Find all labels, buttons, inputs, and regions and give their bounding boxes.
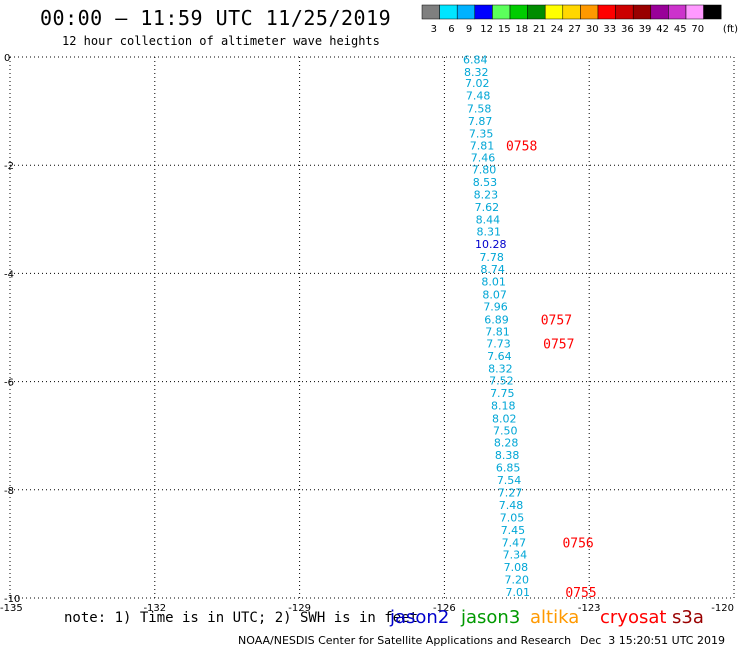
satellite-cryosat-label: cryosat bbox=[600, 607, 667, 628]
legend-swatch bbox=[703, 4, 722, 20]
wave-height-value: 7.27 bbox=[498, 487, 523, 500]
legend-unit: (ft) bbox=[723, 24, 738, 35]
legend-label: 30 bbox=[586, 24, 599, 35]
wave-height-value: 7.46 bbox=[471, 152, 496, 165]
wave-height-value: 7.34 bbox=[503, 549, 528, 562]
satellite-altika-label: altika bbox=[530, 607, 580, 628]
legend-label: 42 bbox=[656, 24, 669, 35]
wave-height-value: 7.47 bbox=[502, 536, 527, 549]
wave-height-value: 7.02 bbox=[465, 77, 490, 90]
wave-height-value: 8.74 bbox=[480, 263, 505, 276]
legend-label: 36 bbox=[621, 24, 634, 35]
legend-label: 39 bbox=[639, 24, 652, 35]
wave-height-value: 7.58 bbox=[467, 102, 492, 115]
wave-height-value: 10.28 bbox=[475, 238, 507, 251]
wave-height-value: 8.44 bbox=[476, 213, 501, 226]
note-text: note: 1) Time is in UTC; 2) SWH is in fe… bbox=[64, 610, 419, 626]
chart-title: 00:00 – 11:59 UTC 11/25/2019 bbox=[40, 6, 392, 30]
legend-label: 9 bbox=[466, 24, 472, 35]
wave-height-value: 8.07 bbox=[482, 288, 507, 301]
legend-label: 45 bbox=[674, 24, 687, 35]
wave-height-value: 8.02 bbox=[492, 412, 517, 425]
x-tick-label: -120 bbox=[711, 603, 734, 614]
y-tick-label: 0 bbox=[4, 53, 10, 64]
x-tick-label: -126 bbox=[433, 603, 456, 614]
wave-height-value: 6.89 bbox=[484, 313, 509, 326]
satellite-s3a-label: s3a bbox=[672, 607, 704, 628]
pass-time-label: 0758 bbox=[506, 140, 537, 155]
wave-height-value: 7.96 bbox=[483, 300, 508, 313]
wave-height-value: 7.48 bbox=[499, 499, 524, 512]
wave-height-value: 7.52 bbox=[489, 375, 514, 388]
wave-height-value: 6.84 bbox=[463, 54, 488, 67]
wave-height-value: 8.28 bbox=[494, 437, 519, 450]
legend-label: 15 bbox=[498, 24, 511, 35]
wave-height-value: 7.81 bbox=[470, 140, 495, 153]
legend-label: 6 bbox=[448, 24, 454, 35]
wave-height-value: 7.78 bbox=[479, 251, 504, 264]
wave-height-value: 7.48 bbox=[466, 89, 491, 102]
pass-time-label: 0757 bbox=[543, 338, 574, 353]
wave-height-value: 7.80 bbox=[472, 164, 497, 177]
color-scale-legend: 3 6 9 12 15 18 21 24 27 30 33 36 39 42 45 70 (ft) bbox=[421, 4, 738, 35]
wave-height-value: 8.18 bbox=[491, 399, 516, 412]
wave-height-value: 7.81 bbox=[485, 325, 510, 338]
legend-label: 12 bbox=[480, 24, 493, 35]
pass-time-label: 0756 bbox=[562, 536, 593, 551]
wave-height-value: 8.32 bbox=[464, 66, 489, 79]
wave-height-value: 7.75 bbox=[490, 387, 515, 400]
wave-height-value: 7.35 bbox=[469, 127, 494, 140]
wave-height-value: 7.08 bbox=[504, 561, 529, 574]
footer-credit: NOAA/NESDIS Center for Satellite Applica… bbox=[238, 634, 572, 647]
x-tick-label: -129 bbox=[288, 603, 311, 614]
legend-label: 3 bbox=[431, 24, 437, 35]
legend-label: 24 bbox=[551, 24, 564, 35]
wave-height-value: 6.85 bbox=[496, 462, 521, 475]
wave-height-value: 7.45 bbox=[501, 524, 526, 537]
x-tick-label: -135 bbox=[0, 603, 23, 614]
chart-subtitle: 12 hour collection of altimeter wave hei… bbox=[62, 34, 380, 48]
wave-height-value: 7.87 bbox=[468, 115, 493, 128]
y-tick-label: -4 bbox=[4, 269, 14, 280]
wave-height-plot: -135 -132 -129 -126 -123 -120 0 -2 -4 -6 -8 -10 6.84… bbox=[0, 53, 735, 614]
wave-height-value: 7.64 bbox=[487, 350, 512, 363]
y-tick-label: -2 bbox=[4, 161, 14, 172]
legend-label: 70 bbox=[691, 24, 704, 35]
footer-timestamp: Dec 3 15:20:51 UTC 2019 bbox=[580, 634, 725, 647]
x-tick-label: -123 bbox=[578, 603, 601, 614]
wave-height-value: 8.38 bbox=[495, 449, 520, 462]
legend-label: 21 bbox=[533, 24, 546, 35]
wave-height-value: 7.50 bbox=[493, 424, 518, 437]
x-tick-label: -132 bbox=[143, 603, 166, 614]
wave-height-value: 8.23 bbox=[474, 188, 499, 201]
wave-height-value: 7.73 bbox=[486, 338, 511, 351]
y-tick-label: -10 bbox=[4, 594, 20, 605]
wave-height-value: 7.01 bbox=[506, 586, 531, 599]
wave-height-value: 7.62 bbox=[475, 201, 500, 214]
legend-label: 33 bbox=[603, 24, 616, 35]
satellite-jason3-label: jason3 bbox=[461, 607, 521, 628]
wave-height-value: 8.01 bbox=[481, 276, 506, 289]
y-tick-label: -6 bbox=[4, 378, 14, 389]
legend-label: 27 bbox=[568, 24, 581, 35]
wave-height-value: 7.20 bbox=[505, 574, 530, 587]
legend-label: 18 bbox=[515, 24, 528, 35]
wave-height-value: 8.31 bbox=[477, 226, 502, 239]
wave-height-value: 8.53 bbox=[473, 176, 498, 189]
pass-time-label: 0757 bbox=[541, 313, 572, 328]
y-tick-label: -8 bbox=[4, 486, 14, 497]
pass-time-label: 0755 bbox=[565, 586, 596, 601]
wave-height-value: 8.32 bbox=[488, 363, 513, 376]
wave-height-value: 7.05 bbox=[500, 511, 525, 524]
satellite-jason2-label: jason2 bbox=[390, 607, 450, 628]
wave-height-value: 7.54 bbox=[497, 474, 522, 487]
